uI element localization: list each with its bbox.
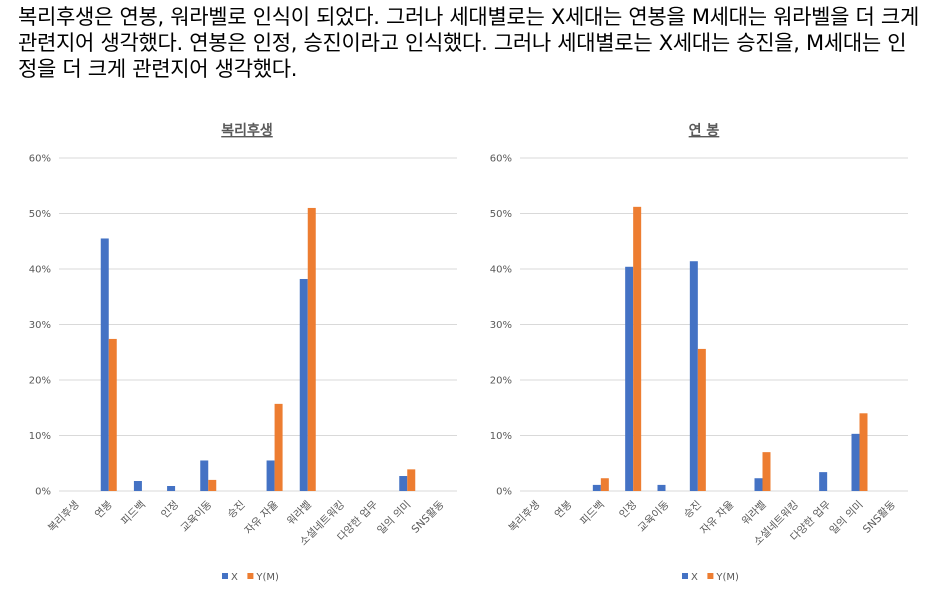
x-category-label: 인정: [617, 499, 639, 521]
bar-ym-4: [208, 479, 217, 491]
legend-swatch-ym: [707, 573, 714, 579]
bar-x-5: [689, 261, 698, 491]
y-tick-label: 10%: [29, 431, 51, 442]
bar-x-2: [133, 481, 142, 491]
x-category-label: 자유 자율: [243, 498, 281, 536]
y-tick-label: 10%: [490, 431, 512, 442]
bar-x-9: [819, 472, 828, 491]
y-tick-label: 0%: [496, 487, 512, 498]
legend-swatch-x: [222, 573, 228, 579]
bar-ym-7: [307, 207, 316, 491]
bar-ym-6: [274, 403, 283, 491]
chart-title: 복리후생: [221, 123, 273, 139]
y-tick-label: 50%: [490, 209, 512, 220]
x-category-label: SNS활동: [860, 498, 898, 536]
bar-x-3: [625, 266, 634, 491]
y-tick-label: 20%: [490, 376, 512, 387]
legend-label-x: X: [231, 572, 238, 583]
y-tick-label: 50%: [29, 209, 51, 220]
bar-x-7: [299, 278, 308, 491]
y-tick-label: 40%: [490, 265, 512, 276]
x-category-label: 승진: [225, 499, 247, 521]
bar-ym-7: [762, 452, 771, 491]
x-category-label: 자유 자율: [698, 498, 736, 536]
bar-ym-3: [633, 206, 642, 491]
bar-ym-2: [600, 478, 609, 491]
legend-swatch-x: [682, 573, 688, 579]
x-category-label: 일의 의미: [374, 498, 413, 537]
y-tick-label: 20%: [29, 376, 51, 387]
x-category-label: 피드백: [578, 499, 607, 528]
legend-swatch-ym: [247, 573, 254, 579]
x-category-label: 워라벨: [739, 498, 769, 528]
legend-label-ym: Y(M): [715, 572, 739, 583]
bar-ym-10: [859, 413, 868, 491]
x-category-label: 복리후생: [46, 499, 82, 535]
chart-title: 연 봉: [689, 123, 720, 139]
x-category-label: 인정: [159, 499, 181, 521]
legend-label-x: X: [691, 572, 698, 583]
bar-x-6: [266, 460, 275, 491]
bar-x-3: [167, 486, 176, 491]
x-category-label: 교육이동: [179, 498, 215, 534]
caption-text: 복리후생은 연봉, 워라벨로 인식이 되었다. 그러나 세대별로는 X세대는 연…: [18, 5, 919, 81]
bar-ym-10: [407, 469, 416, 491]
legend-label-ym: Y(M): [255, 572, 279, 583]
y-tick-label: 40%: [29, 265, 51, 276]
bar-x-1: [100, 238, 109, 491]
y-tick-label: 0%: [35, 487, 51, 498]
bar-ym-1: [108, 338, 117, 491]
x-category-label: 워라벨: [284, 498, 314, 528]
y-tick-label: 30%: [490, 320, 512, 331]
x-category-label: SNS활동: [409, 498, 447, 536]
bar-x-4: [200, 460, 209, 491]
x-category-label: 연봉: [552, 498, 574, 520]
x-category-label: 일의 의미: [827, 498, 866, 537]
x-category-label: 피드백: [119, 499, 148, 528]
y-tick-label: 60%: [29, 154, 51, 165]
x-category-label: 복리후생: [506, 499, 542, 535]
y-tick-label: 30%: [29, 320, 51, 331]
x-category-label: 교육이동: [636, 498, 672, 534]
x-category-label: 연봉: [93, 498, 115, 520]
y-tick-label: 60%: [490, 154, 512, 165]
x-category-label: 승진: [682, 499, 704, 521]
bar-x-4: [657, 484, 666, 491]
bar-x-10: [399, 476, 408, 491]
bar-x-7: [754, 478, 763, 491]
bar-x-2: [592, 484, 601, 491]
bar-ym-5: [697, 348, 706, 491]
bar-x-10: [851, 433, 860, 491]
